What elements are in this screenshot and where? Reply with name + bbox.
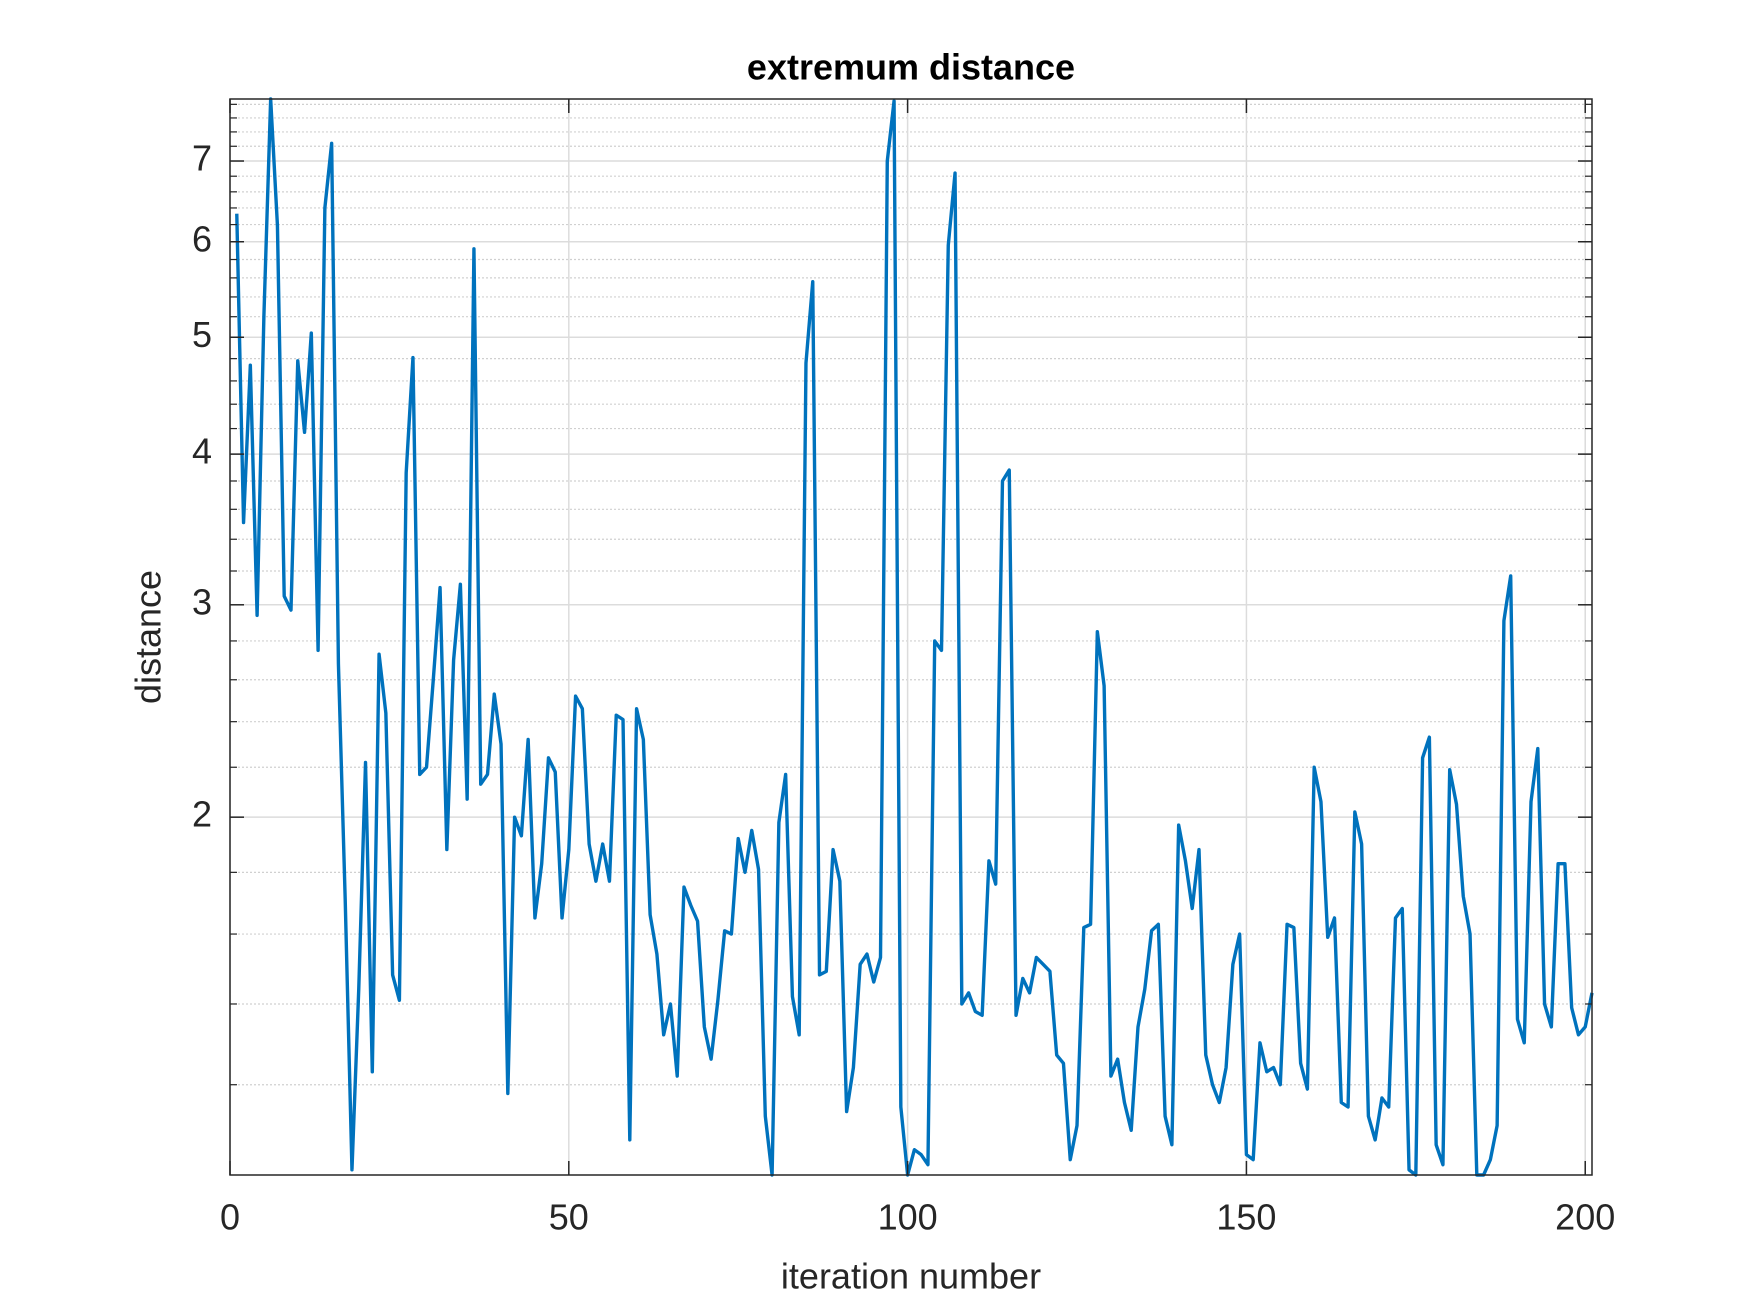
x-tick-label: 200 xyxy=(1555,1197,1615,1238)
y-tick-label: 5 xyxy=(192,314,212,355)
x-tick-label: 150 xyxy=(1216,1197,1276,1238)
chart-title: extremum distance xyxy=(747,47,1075,88)
y-tick-label: 3 xyxy=(192,581,212,622)
x-axis-label: iteration number xyxy=(781,1256,1041,1297)
axes-box xyxy=(229,98,1593,1176)
y-axis-label: distance xyxy=(128,570,169,704)
x-tick-label: 100 xyxy=(878,1197,938,1238)
plot-area xyxy=(230,99,1592,1175)
lines xyxy=(235,97,1594,1177)
data-line xyxy=(235,97,1594,1177)
y-tick-label: 7 xyxy=(192,138,212,179)
y-tick-label: 6 xyxy=(192,218,212,259)
x-tick-label: 50 xyxy=(549,1197,589,1238)
y-tick-label: 2 xyxy=(192,794,212,835)
y-tick-label: 4 xyxy=(192,431,212,472)
x-tick-label: 0 xyxy=(220,1197,240,1238)
ticks: 2 3 4 5 6 7 0 50 100 150 200 xyxy=(192,99,1615,1238)
